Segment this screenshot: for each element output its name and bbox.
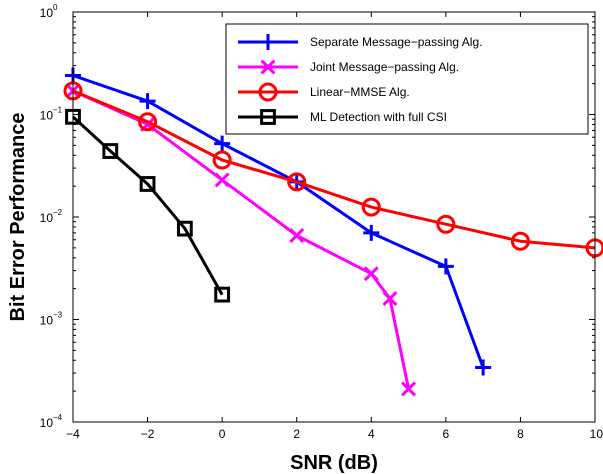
x-tick-label: −4 [66, 427, 80, 441]
data-point-circle [138, 112, 158, 132]
y-tick-label-base: 10 [40, 211, 54, 225]
y-tick-label-base: 10 [40, 314, 54, 328]
data-point-x [363, 266, 379, 282]
x-tick-label: 4 [368, 427, 375, 441]
x-tick-label: 0 [219, 427, 226, 441]
legend-item-0: Separate Message−passing Alg. [238, 34, 482, 50]
data-point-x [382, 291, 398, 307]
x-tick-label: 8 [517, 427, 524, 441]
data-point-square [214, 286, 231, 303]
y-tick-label: 10−2 [40, 208, 63, 225]
data-point-square [139, 176, 156, 192]
data-point-square [176, 220, 193, 237]
y-tick-label-exp: −1 [53, 106, 63, 115]
y-tick-label: 10−1 [40, 106, 63, 123]
data-point-plus [363, 224, 380, 241]
y-tick-label-exp: −4 [53, 413, 63, 422]
data-point-circle [287, 172, 307, 192]
plot-frame [72, 11, 596, 423]
y-tick-label-exp: 0 [53, 3, 58, 12]
x-axis-title: SNR (dB) [290, 452, 378, 474]
data-point-circle [212, 150, 232, 170]
series-3 [65, 108, 231, 303]
y-tick-label: 10−3 [40, 311, 63, 328]
data-point-circle [510, 231, 530, 251]
series-line [72, 89, 596, 250]
data-point-circle [258, 82, 278, 102]
y-tick-label-exp: −3 [53, 311, 63, 320]
y-tick-label-base: 10 [40, 416, 54, 430]
data-point-plus [437, 258, 454, 275]
legend-label: ML Detection with full CSI [310, 110, 447, 124]
x-tick-label: 10 [590, 427, 603, 441]
x-tick-label: 6 [443, 427, 450, 441]
y-tick-label-exp: −2 [53, 208, 63, 217]
data-point-x [214, 172, 230, 188]
data-point-x [289, 228, 305, 243]
data-point-plus [260, 34, 276, 50]
legend: Separate Message−passing Alg. Joint Messa… [225, 23, 589, 135]
legend-item-2: Linear−MMSE Alg. [238, 82, 410, 102]
data-point-plus [214, 135, 231, 152]
data-point-x [260, 59, 276, 75]
legend-item-1: Joint Message−passing Alg. [238, 59, 459, 75]
y-axis-title: Bit Error Performance [7, 113, 29, 322]
y-tick-label: 100 [40, 3, 58, 20]
y-tick-label-base: 10 [40, 109, 54, 123]
data-point-circle [436, 214, 456, 234]
data-point-plus [475, 359, 492, 376]
data-point-x [401, 381, 417, 397]
y-tick-label: 10−4 [40, 413, 63, 430]
legend-label: Joint Message−passing Alg. [310, 60, 459, 74]
x-tick-label: −2 [141, 427, 155, 441]
data-point-circle [361, 197, 381, 217]
legend-item-3: ML Detection with full CSI [238, 109, 447, 125]
y-tick-label-base: 10 [40, 6, 54, 20]
data-point-square [102, 143, 119, 159]
series-line [72, 89, 411, 390]
data-point-square [260, 109, 276, 125]
x-tick-label: 2 [293, 427, 300, 441]
data-point-plus [139, 93, 156, 110]
legend-label: Linear−MMSE Alg. [310, 85, 410, 99]
series-line [71, 115, 224, 296]
legend-label: Separate Message−passing Alg. [310, 35, 482, 49]
